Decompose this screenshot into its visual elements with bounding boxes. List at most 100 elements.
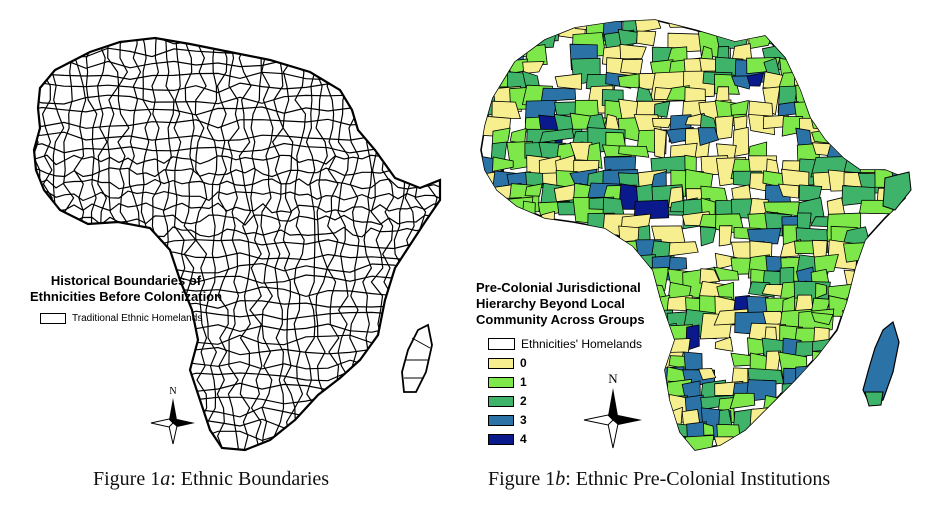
homeland-patch	[907, 145, 930, 168]
homeland-patch	[509, 254, 535, 279]
boundary-line	[304, 38, 317, 450]
legend-class-0: 0	[488, 356, 527, 370]
homeland-patch	[698, 368, 717, 381]
boundary-line	[425, 38, 439, 450]
homeland-patch	[909, 60, 924, 78]
legend-title-a: Historical Boundaries of Ethnicities Bef…	[26, 273, 226, 305]
homeland-patch	[554, 408, 584, 422]
homeland-patch	[908, 327, 930, 343]
homeland-patch	[553, 422, 586, 447]
homeland-patch	[858, 113, 879, 131]
homeland-patch	[874, 256, 902, 275]
homeland-patch	[637, 225, 651, 242]
legend-swatch-0	[488, 357, 514, 369]
homeland-patch	[890, 254, 905, 282]
homeland-patch	[910, 156, 930, 173]
homeland-patch	[729, 392, 756, 410]
homeland-patch	[481, 200, 508, 228]
homeland-patch	[633, 199, 670, 220]
homeland-patch	[813, 253, 839, 274]
homeland-patch	[843, 100, 879, 129]
homeland-patch	[797, 20, 824, 46]
homeland-patch	[481, 240, 500, 271]
homeland-patch	[909, 34, 927, 47]
homeland-patch	[731, 75, 753, 90]
boundary-line	[449, 30, 460, 450]
homeland-patch	[796, 421, 814, 446]
homeland-patch	[891, 298, 905, 315]
legend-outline-item-b: Ethnicities' Homelands	[488, 337, 642, 351]
homeland-patch	[539, 435, 576, 450]
legend-item-a-label: Traditional Ethnic Homelands	[72, 313, 203, 324]
homeland-patch	[861, 407, 882, 439]
homeland-patch	[778, 421, 806, 444]
homeland-patch	[798, 408, 821, 429]
homeland-patch	[811, 381, 832, 397]
homeland-patch	[859, 268, 877, 295]
homeland-patch	[556, 366, 577, 392]
homeland-patch	[730, 434, 768, 450]
homeland-patch	[540, 210, 555, 240]
homeland-patch	[554, 396, 573, 414]
homeland-patch	[554, 73, 583, 90]
caption-a-prefix: Figure 1	[93, 468, 161, 490]
homeland-patch	[522, 61, 545, 75]
homeland-patch	[859, 99, 896, 131]
homeland-patch	[492, 156, 514, 172]
homeland-patch	[826, 44, 848, 64]
homeland-patch	[538, 392, 563, 425]
homeland-patch	[908, 297, 930, 311]
homeland-patch	[716, 281, 735, 301]
boundary-line	[282, 38, 296, 450]
boundary-line	[436, 38, 440, 450]
homeland-patch	[841, 57, 879, 89]
homeland-patch	[620, 58, 644, 75]
homeland-patch	[892, 56, 905, 88]
homeland-patch	[908, 241, 930, 257]
homeland-patch	[893, 352, 905, 381]
homeland-patch	[682, 20, 703, 29]
legend-class-label-3: 3	[520, 413, 527, 427]
legend-title-b-line3: Community Across Groups	[476, 312, 645, 327]
homeland-patch	[908, 257, 930, 268]
homeland-patch	[859, 29, 893, 48]
homeland-patch	[606, 254, 635, 278]
homeland-patch	[554, 241, 570, 270]
homeland-patch	[892, 365, 905, 394]
north-arrow-icon-b: N	[583, 371, 642, 449]
homeland-patch	[908, 422, 928, 439]
homeland-patch	[556, 378, 585, 412]
homeland-patch	[911, 226, 930, 250]
homeland-patch	[778, 409, 802, 430]
homeland-patch	[523, 239, 549, 257]
legend-title-b-line1: Pre-Colonial Jurisdictional	[476, 280, 641, 295]
homeland-patch	[509, 241, 544, 260]
homeland-patch	[649, 420, 670, 448]
madagascar-b	[862, 320, 900, 407]
somalia-patch	[882, 171, 912, 211]
homeland-patch	[523, 396, 554, 423]
homeland-patch	[827, 20, 845, 31]
homeland-patch	[794, 436, 818, 450]
homeland-patch	[908, 72, 927, 90]
homeland-patch	[813, 42, 843, 62]
homeland-patch	[490, 20, 515, 44]
homeland-patch	[714, 336, 734, 352]
compass-label-a: N	[169, 386, 176, 397]
caption-b-text: : Ethnic Pre-Colonial Institutions	[565, 468, 831, 490]
caption-a-letter: a	[160, 468, 171, 490]
homeland-patch	[523, 252, 550, 279]
boundary-line	[260, 38, 274, 450]
homeland-patch	[831, 99, 859, 126]
homeland-patch	[876, 61, 905, 89]
homeland-patch	[492, 44, 520, 59]
homeland-patch	[570, 229, 597, 256]
homeland-patch	[747, 435, 780, 450]
homeland-patch	[699, 226, 717, 247]
homeland-patch	[761, 421, 782, 447]
homeland-patch	[617, 73, 640, 89]
homeland-patch	[878, 239, 905, 256]
homeland-patch	[813, 72, 834, 93]
homeland-patch	[481, 210, 504, 233]
homeland-patch	[861, 280, 889, 308]
